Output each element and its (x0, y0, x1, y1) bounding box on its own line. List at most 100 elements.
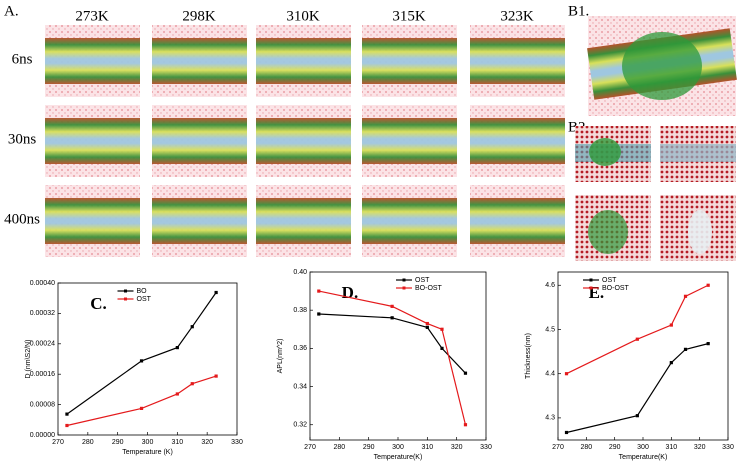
y-axis-label: D (nm\S2/N) (25, 340, 32, 379)
x-tick-label: 270 (52, 439, 64, 446)
y-tick-label: 4.6 (545, 282, 555, 289)
legend-marker (124, 289, 127, 293)
legend-label: BO-OST (602, 285, 630, 292)
x-tick-label: 280 (580, 444, 592, 451)
x-tick-label: 290 (112, 439, 124, 446)
x-tick-label: 320 (201, 439, 213, 446)
series-line (318, 290, 467, 425)
point (706, 283, 710, 287)
x-axis-label: Temperature(K) (619, 454, 668, 461)
x-axis-label: Temperature(K) (374, 454, 423, 461)
y-tick-label: 0.00032 (30, 310, 55, 317)
membrane (470, 198, 565, 244)
point (214, 374, 218, 378)
b2-images (575, 126, 736, 261)
point (214, 290, 218, 295)
point (190, 325, 194, 329)
y-tick-label: 0.36 (293, 345, 307, 352)
y-tick-label: 0.00000 (30, 432, 55, 439)
legend-label: OST (137, 296, 152, 303)
point (65, 412, 69, 416)
legend-label: OST (415, 277, 430, 284)
membrane (256, 198, 351, 244)
x-tick-label: 310 (421, 444, 433, 451)
membrane (152, 38, 247, 84)
point (463, 423, 468, 427)
x-tick-label: 330 (480, 444, 492, 451)
point (706, 342, 710, 346)
x-tick-label: 300 (637, 444, 649, 451)
legend-label: OST (602, 277, 617, 284)
y-axis-label: APL(nm^2) (277, 339, 284, 374)
column-label: 273K (75, 8, 109, 24)
legend-marker (402, 278, 406, 282)
legend-marker (124, 297, 127, 301)
legend-marker (402, 286, 406, 290)
column-label: 323K (500, 8, 534, 24)
x-axis-label: Temperature (K) (122, 449, 173, 456)
point (683, 294, 688, 298)
point (564, 372, 569, 376)
point (139, 359, 144, 363)
membrane (45, 118, 140, 164)
row-label: 400ns (4, 211, 40, 227)
x-tick-label: 320 (451, 444, 463, 451)
y-tick-label: 0.40 (293, 269, 307, 276)
membrane (362, 118, 457, 164)
point (317, 289, 321, 293)
point (190, 382, 194, 386)
point (669, 323, 673, 327)
y-tick-label: 0.38 (293, 307, 307, 314)
legend-marker (589, 278, 593, 282)
point (635, 414, 639, 418)
plot-frame (557, 271, 729, 441)
point (683, 347, 688, 351)
point (669, 361, 673, 365)
point (390, 304, 394, 308)
point (175, 392, 179, 396)
point (440, 346, 444, 350)
membrane (152, 118, 247, 164)
x-tick-label: 300 (142, 439, 154, 446)
x-tick-label: 310 (665, 444, 677, 451)
membrane (470, 38, 565, 84)
x-tick-label: 270 (304, 444, 316, 451)
column-label: 298K (182, 8, 216, 24)
y-tick-label: 0.00016 (30, 371, 55, 378)
y-tick-label: 0.34 (293, 383, 307, 390)
legend-label: BO (137, 288, 148, 295)
series-line (318, 313, 466, 374)
panel-label: C. (90, 294, 107, 313)
y-tick-label: 0.00008 (30, 401, 55, 408)
column-label: 310K (286, 8, 320, 24)
membrane (470, 118, 565, 164)
legend-marker (589, 286, 593, 290)
x-tick-label: 320 (694, 444, 706, 451)
point (564, 430, 569, 435)
series-line (566, 343, 709, 434)
y-tick-label: 4.5 (545, 326, 555, 333)
membrane (362, 198, 457, 244)
membrane (256, 118, 351, 164)
y-tick-label: 0.32 (293, 422, 307, 429)
point (463, 371, 468, 375)
y-tick-label: 0.00040 (30, 280, 55, 287)
x-tick-label: 310 (171, 439, 183, 446)
membrane (45, 198, 140, 244)
x-tick-label: 330 (722, 444, 734, 451)
panel-label: B1. (568, 3, 589, 19)
point (425, 321, 429, 326)
x-tick-label: 280 (82, 439, 94, 446)
point (425, 325, 429, 329)
x-tick-label: 300 (392, 444, 404, 451)
b1-image (587, 16, 737, 116)
point (139, 406, 144, 410)
point (65, 423, 69, 428)
x-tick-label: 290 (363, 444, 375, 451)
plot-frame (309, 271, 487, 441)
y-tick-label: 4.3 (545, 415, 555, 422)
y-axis-label: Thickness(nm) (525, 333, 532, 379)
legend-label: BO-OST (415, 285, 443, 292)
row-label: 6ns (12, 51, 33, 67)
